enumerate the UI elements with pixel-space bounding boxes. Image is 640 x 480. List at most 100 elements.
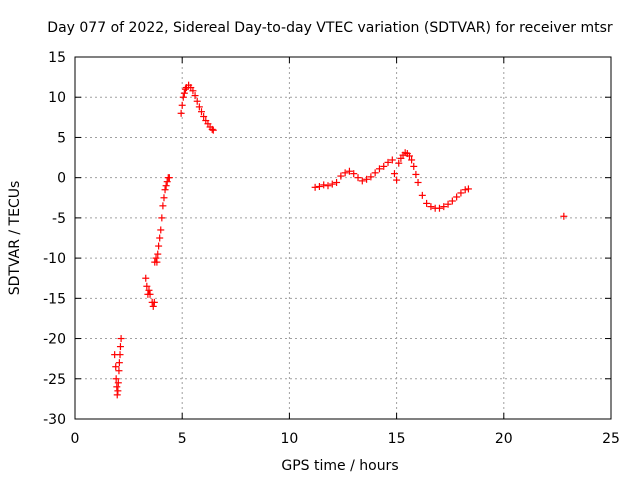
- data-point: [200, 113, 208, 121]
- data-point: [209, 126, 217, 134]
- data-point: [181, 85, 189, 93]
- data-point: [354, 174, 362, 182]
- data-point: [152, 254, 160, 262]
- data-point: [388, 156, 396, 164]
- data-point: [435, 204, 443, 212]
- data-point: [161, 186, 169, 194]
- data-point: [464, 185, 472, 193]
- data-point: [380, 162, 388, 170]
- data-point: [177, 109, 185, 117]
- data-point: [156, 234, 164, 242]
- data-point: [162, 182, 170, 190]
- data-point: [320, 181, 328, 189]
- data-point: [418, 191, 426, 199]
- data-point: [427, 203, 435, 211]
- data-point: [163, 178, 171, 186]
- data-point: [115, 359, 123, 367]
- data-point: [145, 286, 153, 294]
- data-point: [448, 197, 456, 205]
- data-point: [113, 383, 121, 391]
- data-point: [142, 274, 150, 282]
- tick-layer: 0 5 10 15 20 25 15 10 5 0 -5 -10 -15 -20 -25 -30: [43, 50, 620, 447]
- data-point: [444, 200, 452, 208]
- data-point: [146, 290, 154, 298]
- data-point: [113, 391, 121, 399]
- data-point: [375, 165, 383, 173]
- data-point: [367, 173, 375, 181]
- data-point: [208, 125, 216, 133]
- data-points: [111, 81, 568, 399]
- data-point: [114, 379, 122, 387]
- data-point: [423, 199, 431, 207]
- data-point: [158, 214, 166, 222]
- data-point: [390, 170, 398, 178]
- data-point: [165, 174, 173, 182]
- data-point: [324, 182, 332, 190]
- data-point: [160, 194, 168, 202]
- data-point: [178, 101, 186, 109]
- y-tick-label: -10: [43, 251, 66, 267]
- y-tick-label: -15: [43, 291, 66, 307]
- data-point: [112, 375, 120, 383]
- data-point: [412, 170, 420, 178]
- data-point: [180, 89, 188, 97]
- data-point: [149, 302, 157, 310]
- data-point: [345, 167, 353, 175]
- data-point: [350, 170, 358, 178]
- grid-layer: [75, 57, 611, 419]
- data-point: [114, 387, 122, 395]
- y-tick-label: 10: [48, 90, 66, 106]
- data-point: [395, 159, 403, 167]
- y-tick-label: -30: [43, 412, 66, 428]
- data-point: [337, 172, 345, 180]
- data-point: [393, 176, 401, 184]
- data-point: [157, 226, 165, 234]
- data-point: [315, 183, 323, 191]
- data-point: [363, 175, 371, 183]
- x-tick-label: 15: [388, 431, 406, 447]
- data-point: [115, 367, 123, 375]
- x-tick-label: 0: [71, 431, 80, 447]
- data-point: [341, 169, 349, 177]
- x-axis-label: GPS time / hours: [281, 458, 398, 474]
- data-point: [560, 212, 568, 220]
- y-tick-label: -25: [43, 372, 66, 388]
- data-point: [150, 298, 158, 306]
- data-point: [405, 152, 413, 160]
- plot-frame: [74, 56, 612, 420]
- data-point: [193, 97, 201, 105]
- x-tick-label: 20: [495, 431, 513, 447]
- data-point: [333, 178, 341, 186]
- data-point: [154, 250, 162, 258]
- x-tick-label: 10: [280, 431, 298, 447]
- y-tick-label: -5: [52, 211, 66, 227]
- data-point: [143, 282, 151, 290]
- data-point: [311, 183, 319, 191]
- data-point: [328, 180, 336, 188]
- y-tick-label: -20: [43, 332, 66, 348]
- data-point: [453, 193, 461, 201]
- data-point: [189, 87, 197, 95]
- data-point: [410, 162, 418, 170]
- data-point: [159, 202, 167, 210]
- data-point: [155, 242, 163, 250]
- data-point: [112, 363, 120, 371]
- data-point: [461, 186, 469, 194]
- y-tick-label: 15: [48, 50, 66, 66]
- data-point: [191, 92, 199, 100]
- data-point: [440, 203, 448, 211]
- y-tick-label: 0: [57, 171, 66, 187]
- data-point: [358, 177, 366, 185]
- data-point: [457, 189, 465, 197]
- chart-title: Day 077 of 2022, Sidereal Day-to-day VTE…: [47, 20, 613, 36]
- data-point: [408, 156, 416, 164]
- data-point: [179, 93, 187, 101]
- data-point: [414, 178, 422, 186]
- data-point: [117, 335, 125, 343]
- y-tick-label: 5: [57, 130, 66, 146]
- data-point: [195, 103, 203, 111]
- x-tick-label: 25: [602, 431, 620, 447]
- data-point: [116, 351, 124, 359]
- data-point: [197, 108, 205, 116]
